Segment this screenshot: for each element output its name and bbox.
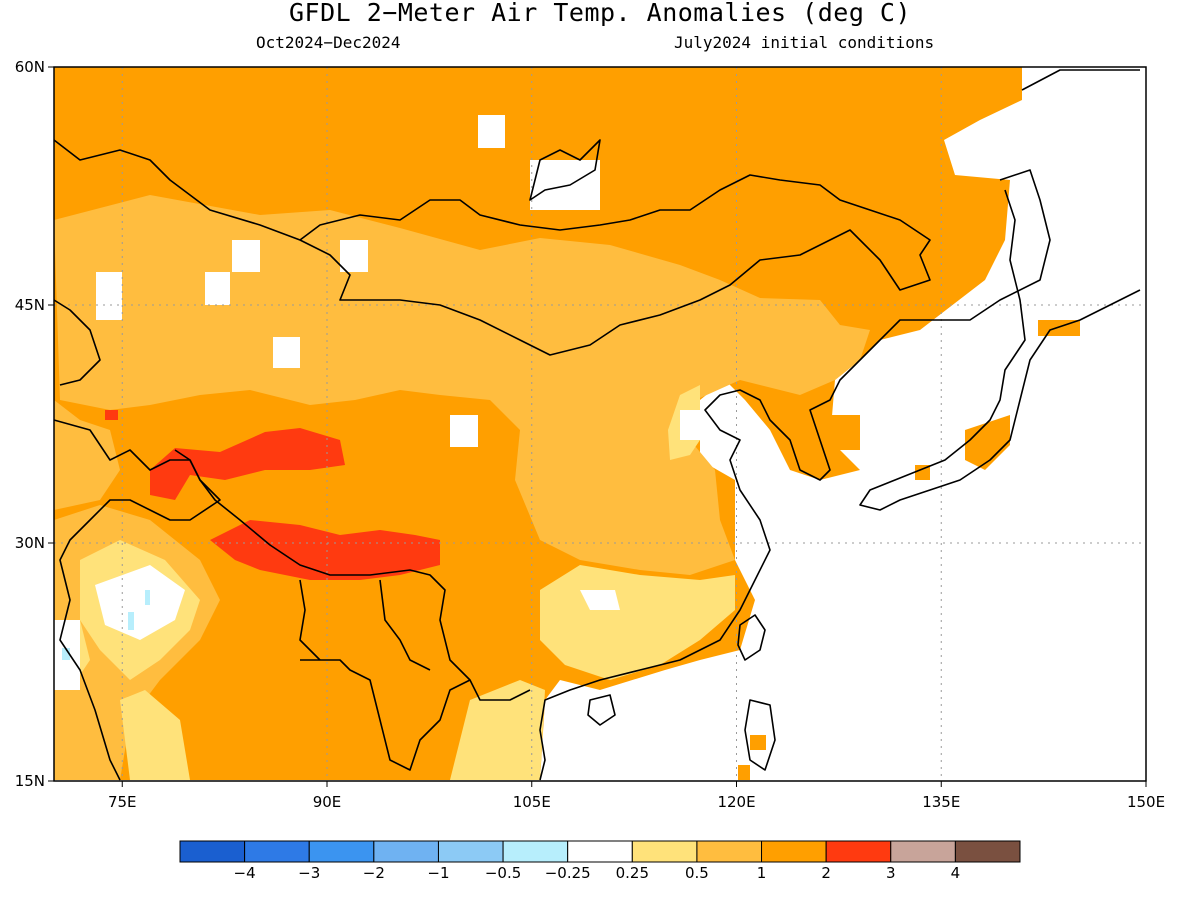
colorbar-label: −1 — [427, 864, 449, 882]
colorbar-swatch — [631, 840, 698, 863]
colorbar-label: 1 — [757, 864, 767, 882]
colorbar-swatch — [308, 840, 375, 863]
colorbar-swatch — [954, 840, 1021, 863]
coastlines — [53, 69, 1141, 781]
colorbar-label: −3 — [298, 864, 320, 882]
latitude-labels: 60N 45N 30N 15N — [15, 58, 45, 790]
colorbar-swatch — [761, 840, 827, 863]
colorbar-swatch — [696, 840, 763, 863]
lat-label: 15N — [15, 772, 45, 790]
lon-label: 75E — [108, 793, 137, 811]
colorbar-label: 2 — [821, 864, 831, 882]
colorbar-swatch — [890, 840, 956, 863]
lon-label: 90E — [313, 793, 342, 811]
colorbar-swatch — [502, 840, 569, 863]
initial-conditions: July2024 initial conditions — [674, 33, 935, 52]
lat-label: 60N — [15, 58, 45, 76]
colorbar-label: −2 — [363, 864, 385, 882]
colorbar-swatch — [244, 840, 310, 863]
map-frame — [53, 66, 1147, 782]
colorbar-label: 0.25 — [616, 864, 649, 882]
lon-label: 150E — [1127, 793, 1165, 811]
longitude-labels: 75E 90E 105E 120E 135E 150E — [108, 793, 1165, 811]
graticule — [54, 67, 1146, 781]
colorbar-label: −0.25 — [545, 864, 591, 882]
colorbar-label: −0.5 — [485, 864, 521, 882]
anomaly-region-0-25-to-0-5 — [54, 385, 735, 780]
colorbar-label: −4 — [234, 864, 256, 882]
map-title: GFDL 2−Meter Air Temp. Anomalies (deg C) — [288, 0, 912, 27]
colorbar: −4 −3 −2 −1 −0.5 −0.25 0.25 0.5 1 2 3 4 — [179, 840, 1021, 882]
anomaly-field — [54, 67, 1080, 780]
anomaly-region-0-5-to-1 — [54, 195, 870, 780]
lon-label: 135E — [922, 793, 960, 811]
lat-label: 30N — [15, 534, 45, 552]
colorbar-label: 4 — [951, 864, 961, 882]
colorbar-swatch — [567, 840, 633, 863]
anomaly-region-2-to-3 — [105, 410, 440, 580]
colorbar-swatch — [437, 840, 504, 863]
colorbar-swatch — [373, 840, 439, 863]
anomaly-region-japan — [738, 320, 1080, 780]
colorbar-swatch — [825, 840, 892, 863]
axis-ticks — [48, 66, 1147, 787]
colorbar-label: 0.5 — [685, 864, 709, 882]
lat-label: 45N — [15, 296, 45, 314]
colorbar-swatch — [179, 840, 246, 863]
colorbar-label: 3 — [886, 864, 896, 882]
lon-label: 120E — [717, 793, 755, 811]
anomaly-region-small-negative — [62, 590, 150, 660]
lon-label: 105E — [513, 793, 551, 811]
forecast-period: Oct2024−Dec2024 — [256, 33, 401, 52]
